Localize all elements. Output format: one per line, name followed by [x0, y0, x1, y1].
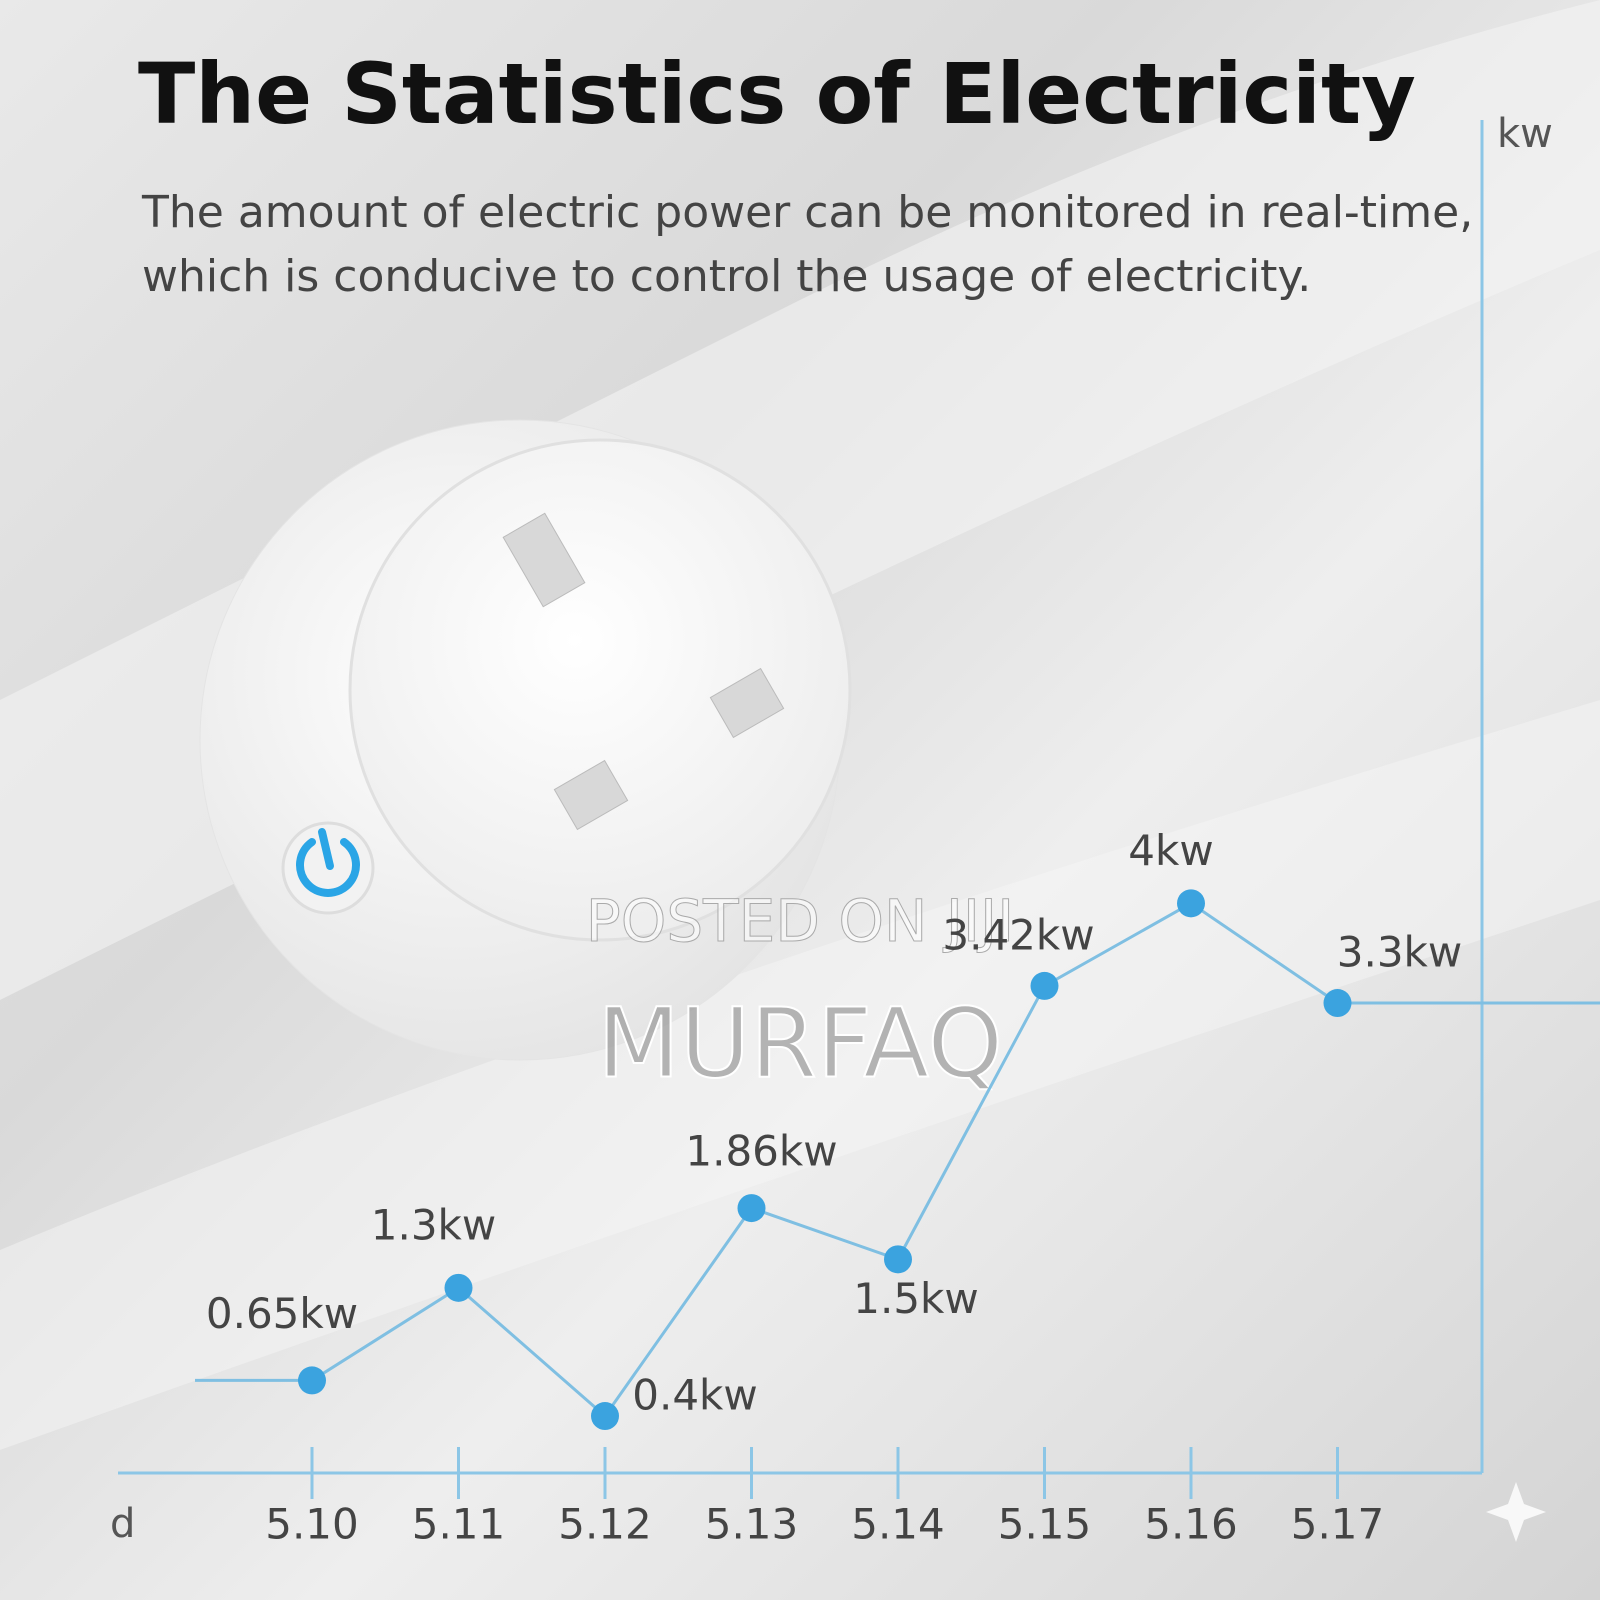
data-label: 3.3kw [1337, 928, 1462, 977]
power-icon [296, 838, 360, 897]
x-tick-label: 5.14 [851, 1500, 945, 1549]
data-label: 0.65kw [206, 1289, 358, 1338]
x-tick-label: 5.13 [705, 1500, 799, 1549]
x-tick-label: 5.16 [1144, 1500, 1238, 1549]
data-line [311, 901, 1339, 1419]
data-point [1323, 989, 1352, 1018]
data-point [737, 1194, 766, 1223]
subtitle: which is conducive to control the usage … [142, 251, 1311, 302]
y-axis-label: kw [1497, 111, 1553, 157]
sparkle-icon [1486, 1482, 1546, 1542]
watermark: MURFAQ [597, 987, 1003, 1099]
x-tick-label: 5.15 [998, 1500, 1092, 1549]
data-label: 4kw [1128, 826, 1213, 875]
plug-slot [553, 759, 629, 831]
data-point [884, 1245, 912, 1274]
power-icon [318, 828, 334, 870]
chart-title: The Statistics of Electricity [138, 45, 1416, 143]
plug-face [348, 438, 852, 942]
plug-slot [502, 512, 586, 608]
watermark: POSTED ON JIJI [586, 887, 1015, 955]
data-label: 1.3kw [371, 1200, 496, 1249]
data-label: 0.4kw [632, 1371, 757, 1420]
x-axis-label: d [110, 1501, 135, 1547]
data-label: 1.86kw [685, 1127, 837, 1176]
data-point [444, 1273, 473, 1302]
subtitle: The amount of electric power can be moni… [141, 187, 1473, 238]
x-tick-label: 5.10 [265, 1500, 359, 1549]
plug-slot [709, 667, 785, 739]
smart-plug [199, 419, 852, 1061]
data-label: 1.5kw [853, 1274, 978, 1323]
data-point [1030, 971, 1059, 1000]
data-point [591, 1402, 619, 1431]
x-tick-label: 5.11 [412, 1500, 506, 1549]
x-tick-label: 5.17 [1291, 1500, 1385, 1549]
data-point [1177, 889, 1205, 918]
x-tick-label: 5.12 [558, 1500, 652, 1549]
data-point [298, 1366, 326, 1395]
data-label: 3.42kw [942, 910, 1094, 959]
background-fold [0, 700, 1600, 1450]
